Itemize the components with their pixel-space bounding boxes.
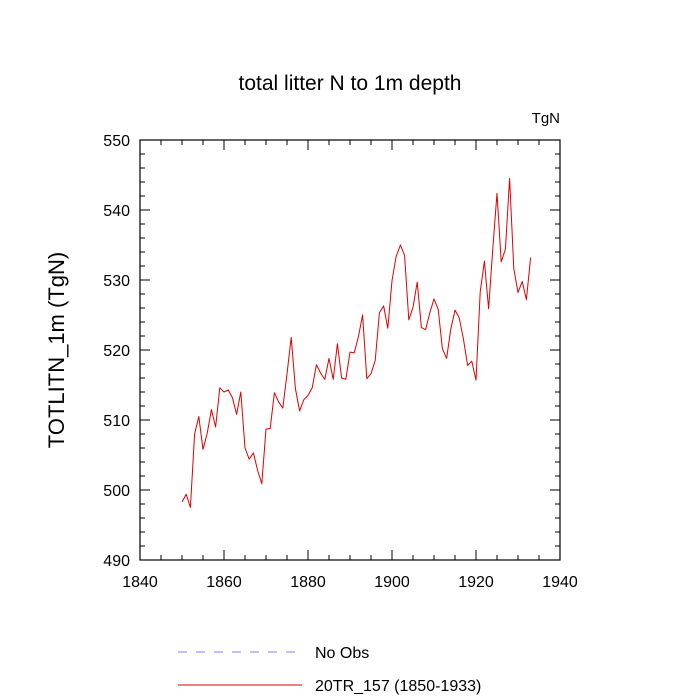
legend: No Obs 20TR_157 (1850-1933) — [178, 645, 481, 695]
y-tick-label: 510 — [103, 413, 130, 430]
x-tick-label: 1940 — [542, 574, 578, 591]
legend-label-no-obs: No Obs — [315, 645, 369, 662]
y-tick-label: 520 — [103, 343, 130, 360]
y-tick-label: 500 — [103, 483, 130, 500]
x-tick-label: 1840 — [122, 574, 158, 591]
series-layer — [181, 178, 532, 508]
y-axis-label: TOTLITN_1m (TgN) — [44, 252, 69, 448]
x-tick-label: 1880 — [290, 574, 326, 591]
y-tick-label: 490 — [103, 553, 130, 570]
units-label: TgN — [532, 110, 560, 127]
x-tick-label: 1920 — [458, 574, 494, 591]
y-tick-label: 530 — [103, 273, 130, 290]
y-tick-label: 550 — [103, 133, 130, 150]
legend-label-20tr: 20TR_157 (1850-1933) — [315, 678, 481, 695]
plot-frame — [139, 139, 561, 561]
chart-title: total litter N to 1m depth — [239, 72, 462, 95]
axis-ticks: 1840 1860 1880 1900 1920 1940 490 500 510 520 530 5… — [103, 133, 578, 591]
x-tick-label: 1900 — [374, 574, 410, 591]
x-tick-label: 1860 — [206, 574, 242, 591]
y-tick-label: 540 — [103, 203, 130, 220]
series-line — [181, 178, 532, 508]
